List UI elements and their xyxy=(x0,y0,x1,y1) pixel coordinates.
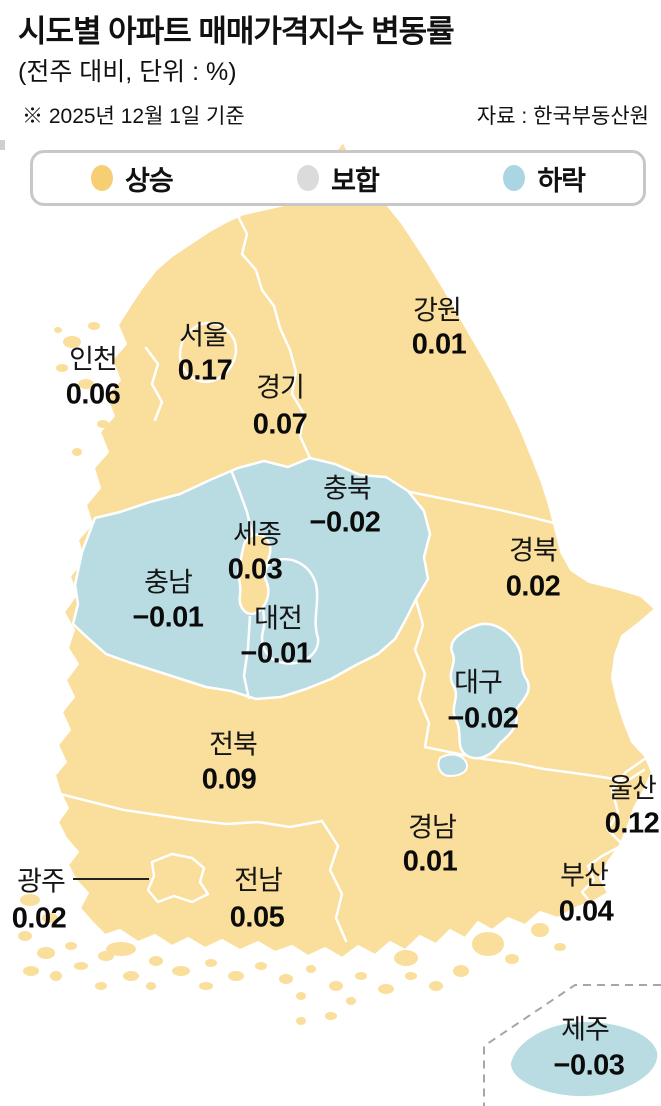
rise-dot-icon xyxy=(91,165,113,191)
gwangju-outline xyxy=(146,852,210,904)
subtitle: (전주 대비, 단위 : %) xyxy=(18,58,237,86)
province-borders xyxy=(58,214,648,943)
legend-label-rise: 상승 xyxy=(125,165,174,196)
sejong-shape xyxy=(237,533,272,616)
legend-item-fall: 하락 xyxy=(503,159,586,198)
date-note: ※ 2025년 12월 1일 기준 xyxy=(22,105,245,128)
border-jeonnam-gyeongnam xyxy=(320,819,348,943)
islands xyxy=(18,322,566,1025)
border-incheon xyxy=(144,346,164,422)
border-gangwon-gyeongbuk xyxy=(408,490,560,526)
border-ulsan xyxy=(606,756,648,847)
source-credit: 자료 : 한국부동산원 xyxy=(476,105,649,128)
daegu-tail-shape xyxy=(437,753,468,778)
border-gyeongbuk-west xyxy=(413,598,431,749)
page-title: 시도별 아파트 매매가격지수 변동률 xyxy=(18,14,455,49)
daegu-shape xyxy=(449,622,530,760)
header: 시도별 아파트 매매가격지수 변동률 (전주 대비, 단위 : %) ※ 202… xyxy=(0,0,661,140)
border-busan xyxy=(580,845,621,905)
legend: 상승 보합 하락 xyxy=(30,150,646,206)
flat-dot-icon xyxy=(297,165,320,191)
legend-item-flat: 보합 xyxy=(297,159,380,198)
legend-label-flat: 보합 xyxy=(331,165,380,196)
seoul-outline xyxy=(178,321,238,383)
jeju-inset-border xyxy=(483,984,661,1106)
fall-dot-icon xyxy=(503,165,526,191)
border-jeonbuk-jeonnam xyxy=(58,792,324,829)
legend-label-fall: 하락 xyxy=(537,165,586,196)
legend-item-rise: 상승 xyxy=(91,159,174,198)
border-gyeonggi-gangwon xyxy=(236,214,312,460)
jeju-island-shape xyxy=(511,1022,658,1097)
